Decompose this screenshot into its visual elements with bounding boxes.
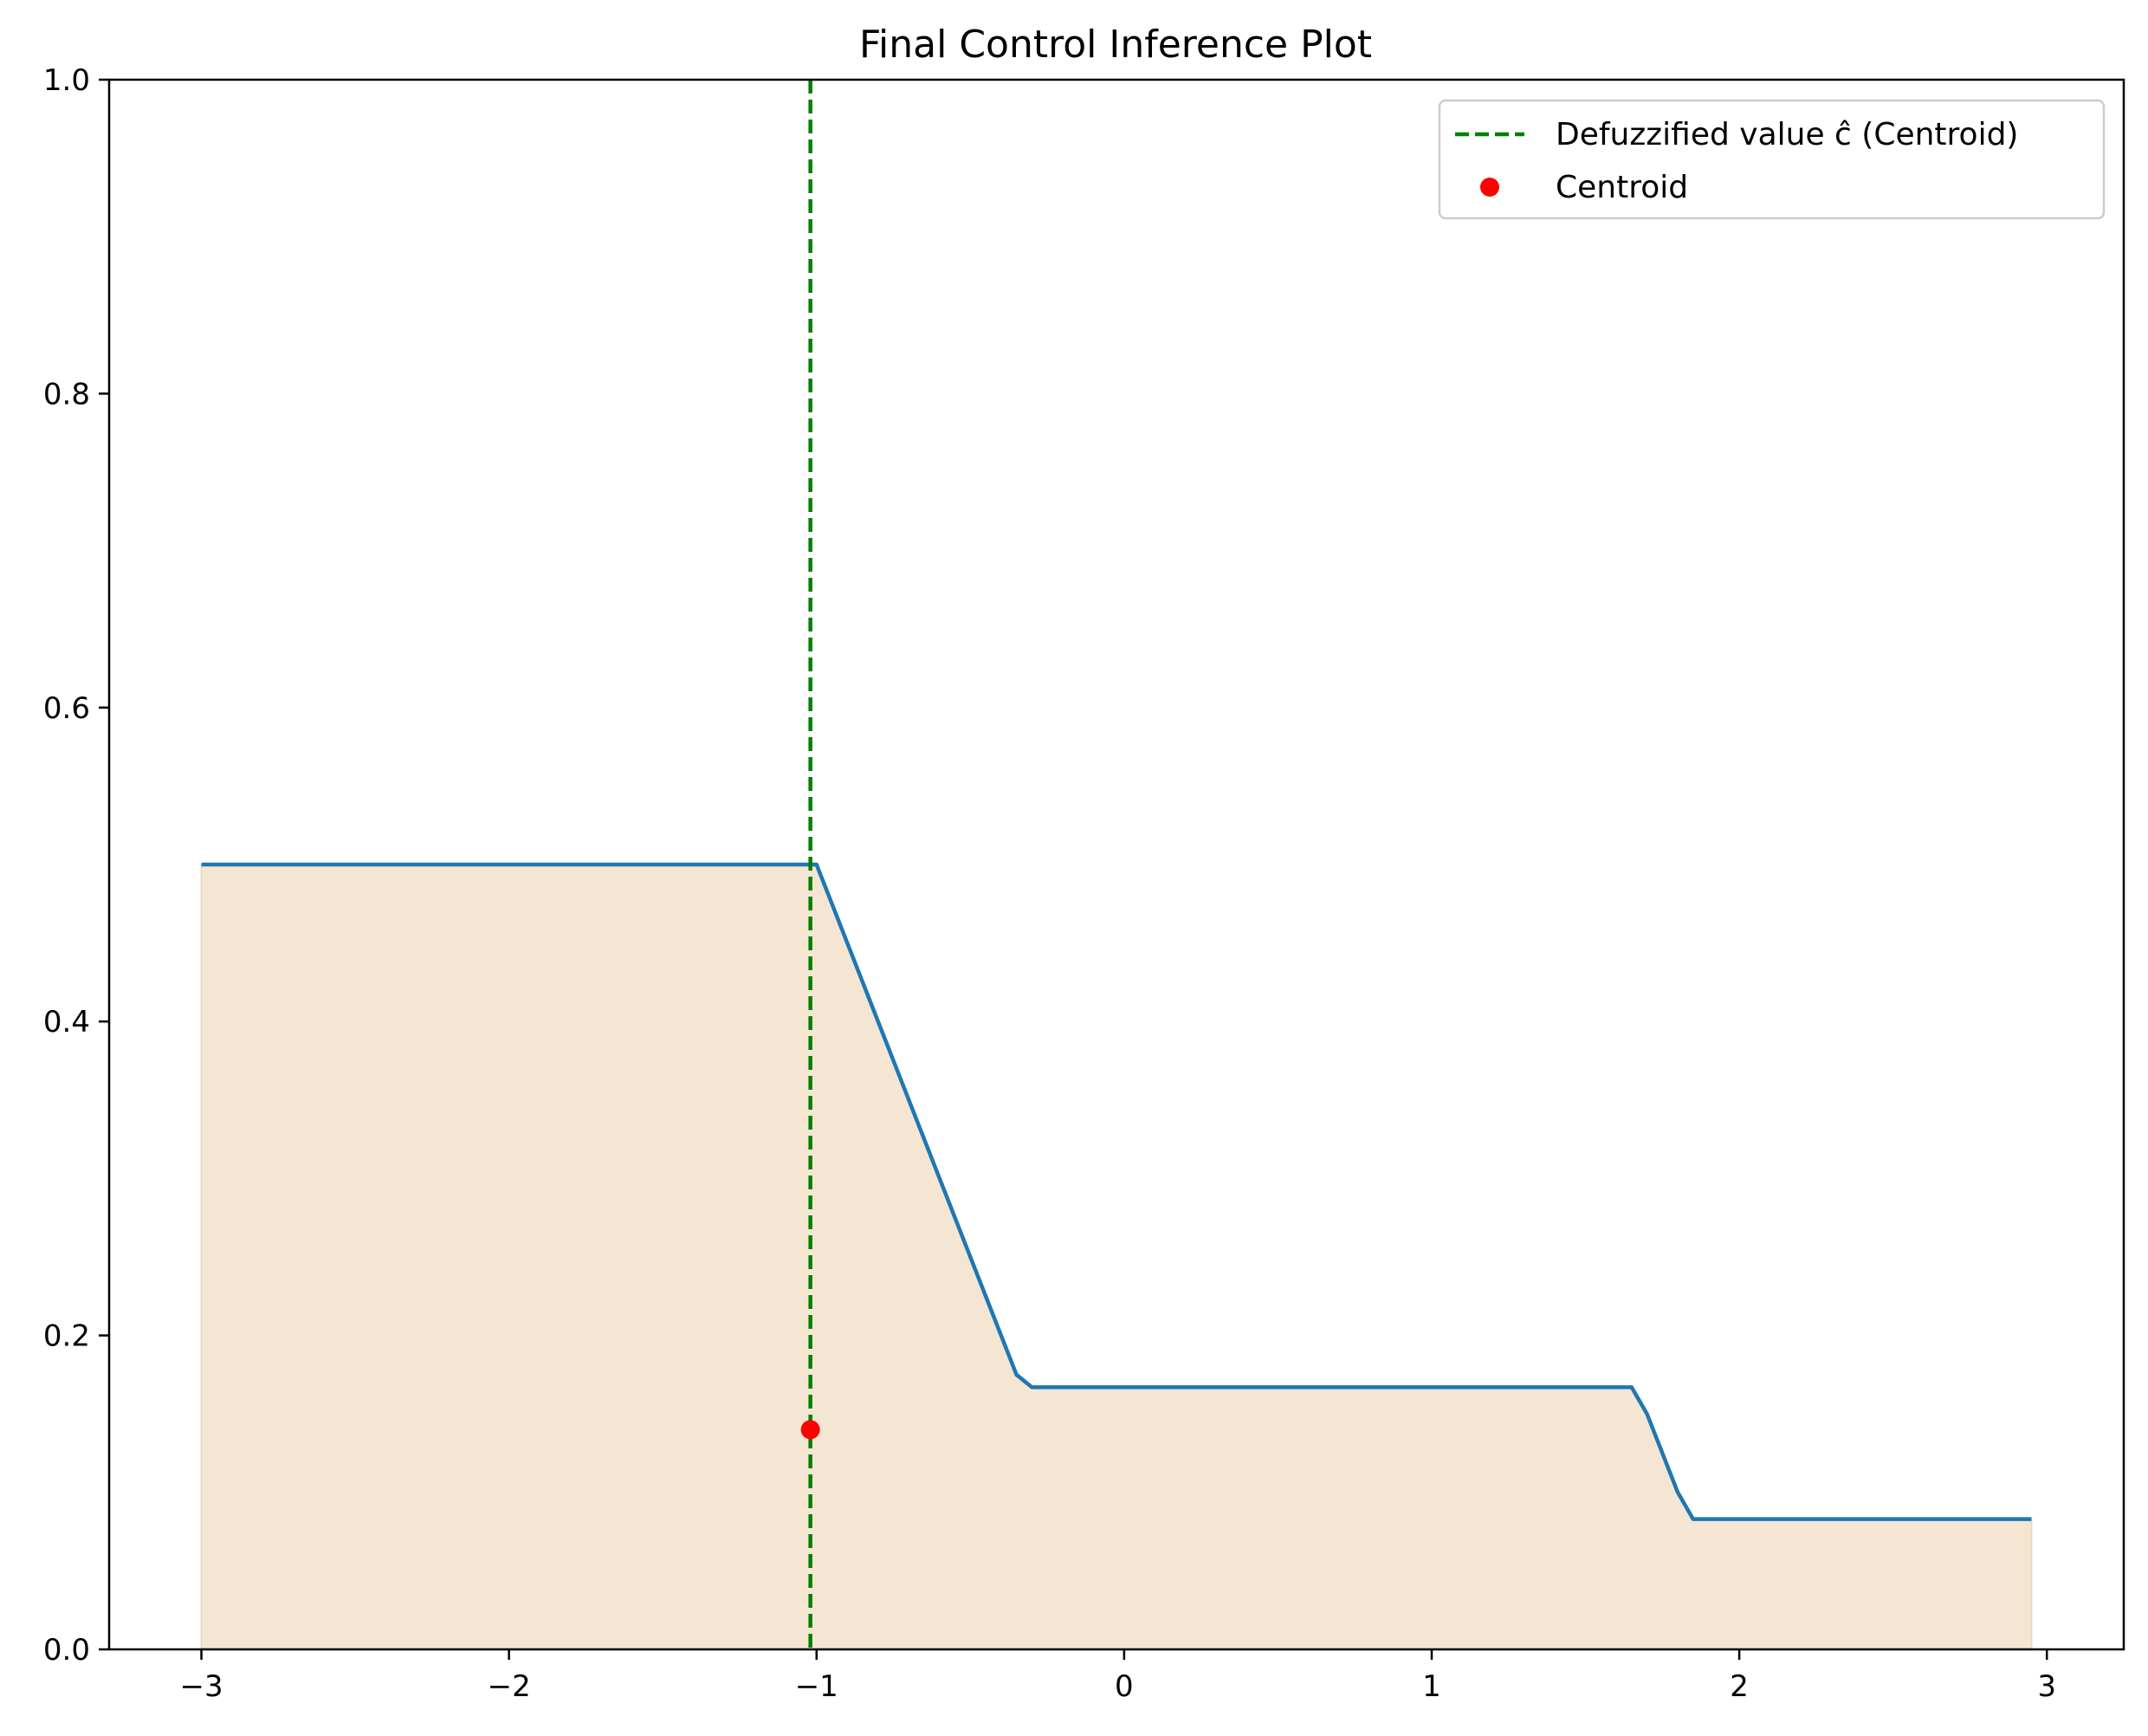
y-tick-label: 0.0: [43, 1633, 90, 1668]
plot-area: [200, 80, 2033, 1650]
axes: −3 −2 −1 0 1 2 3 0.0 0.2 0.4 0.6 0.8 1.0: [43, 63, 2125, 1704]
y-tick-label: 0.4: [43, 1005, 90, 1040]
x-tick-label: −2: [488, 1669, 531, 1704]
y-tick-label: 0.2: [43, 1319, 90, 1354]
legend-centroid-label: Centroid: [1556, 170, 1688, 205]
legend-vline-label: Defuzzified value ĉ (Centroid): [1556, 117, 2018, 152]
x-tick-label: 0: [1115, 1669, 1134, 1704]
legend-frame: [1438, 99, 2106, 220]
legend-centroid-swatch: [1480, 178, 1499, 197]
x-tick-label: 3: [2037, 1669, 2056, 1704]
x-tick-label: −1: [795, 1669, 838, 1704]
y-tick-label: 1.0: [43, 63, 90, 98]
x-tick-label: −3: [179, 1669, 223, 1704]
axes-frame: [107, 78, 2125, 1651]
x-tick-label: 1: [1422, 1669, 1441, 1704]
area-fill: [200, 864, 2033, 1650]
y-tick-label: 0.8: [43, 377, 90, 411]
legend: Defuzzified value ĉ (Centroid) Centroid: [1438, 99, 2106, 220]
centroid-point: [800, 1420, 820, 1440]
series-line: [201, 862, 2032, 1521]
x-tick-label: 2: [1730, 1669, 1749, 1704]
y-tick-label: 0.6: [43, 691, 90, 726]
chart-title: Final Control Inference Plot: [859, 23, 1372, 67]
